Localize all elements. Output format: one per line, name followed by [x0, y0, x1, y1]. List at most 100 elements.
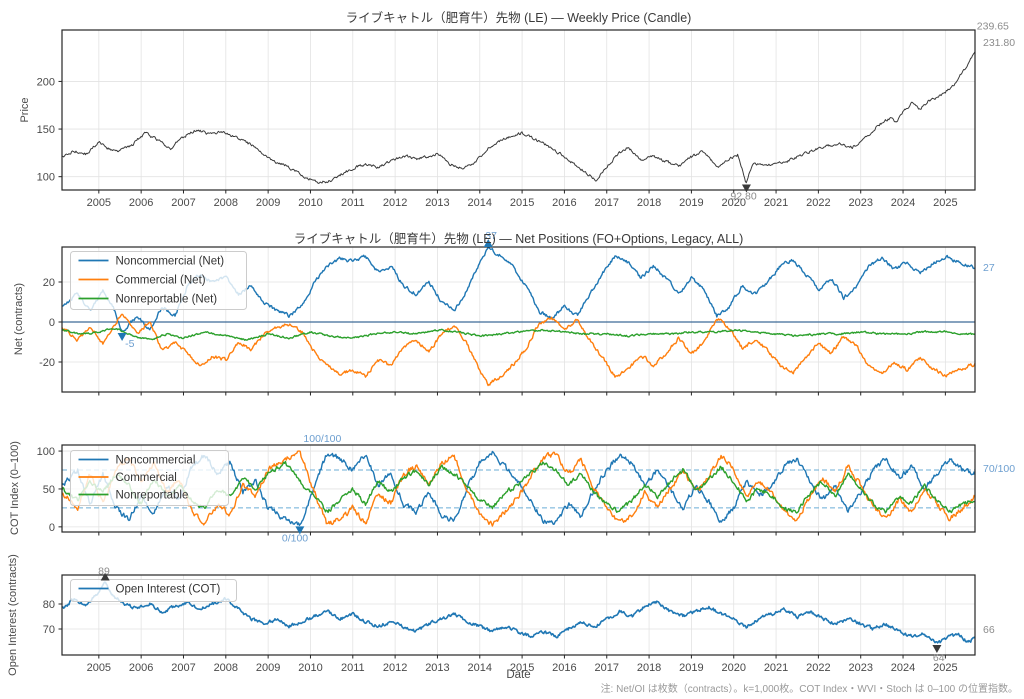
- x-tick-label: 2019: [679, 662, 703, 674]
- net-panel-title: ライブキャトル（肥育牛）先物 (LE) — Net Positions (FO+…: [293, 232, 744, 246]
- x-tick-label: 2011: [341, 662, 365, 674]
- x-tick-label: 2021: [764, 197, 788, 209]
- x-tick-label: 2012: [383, 662, 407, 674]
- x-tick-label: 2018: [637, 197, 661, 209]
- x-tick-label: 2007: [171, 662, 195, 674]
- annotation-text: 70/100: [983, 463, 1015, 475]
- price-y-axis-label: Price: [19, 97, 31, 123]
- annotation-marker-down: [117, 333, 127, 341]
- y-tick-label: 50: [43, 484, 55, 496]
- commercial-line: [61, 450, 976, 527]
- legend-box: [70, 450, 229, 506]
- x-tick-label: 2012: [383, 197, 407, 209]
- annotation-marker-up: [483, 239, 493, 247]
- footer-note: 注: Net/OI は枚数（contracts）。k=1,000枚。COT In…: [600, 684, 1018, 695]
- x-tick-label: 2005: [87, 662, 111, 674]
- y-tick-label: -20: [39, 357, 55, 369]
- axes-frame: [61, 574, 976, 656]
- annotation-text: 92.80: [730, 191, 756, 203]
- annotation-marker-down: [932, 645, 942, 653]
- annotation-text: 231.80: [983, 37, 1015, 49]
- x-tick-label: 2008: [214, 197, 238, 209]
- x-tick-label: 2014: [468, 662, 492, 674]
- y-tick-label: 70: [43, 624, 55, 636]
- open-interest-panel: 70 80 2005 2006 2007 2008 2009 2010 2011 2012 2013…: [43, 566, 995, 675]
- cot-index-y-axis-label: COT Index (0–100): [9, 441, 21, 535]
- y-tick-label: 150: [37, 124, 55, 136]
- annotation-text: 37: [485, 230, 497, 242]
- y-tick-label: 200: [37, 76, 55, 88]
- legend-label-open-interest-cot: Open Interest (COT): [116, 584, 221, 596]
- axes-frame: [61, 246, 976, 393]
- open-interest-cot-line: [61, 581, 976, 644]
- annotation-marker-down: [741, 184, 751, 193]
- x-tick-label: 2007: [171, 197, 195, 209]
- x-tick-label: 2015: [510, 662, 534, 674]
- legend-label-noncommercial-net: Noncommercial (Net): [116, 256, 225, 268]
- x-tick-label: 2006: [129, 197, 153, 209]
- x-tick-label: 2025: [933, 197, 957, 209]
- y-tick-label: 100: [37, 172, 55, 184]
- x-tick-label: 2024: [891, 662, 915, 674]
- price-line: [61, 51, 976, 184]
- x-tick-label: 2009: [256, 662, 280, 674]
- legend-box: [70, 579, 237, 602]
- commercial-net-line: [61, 313, 976, 387]
- cot-index-panel: 0 50 100 Noncommercial Commercial Nonreportab…: [37, 433, 1016, 544]
- x-tick-label: 2008: [214, 662, 238, 674]
- open-interest-y-axis-label: Open Interest (contracts): [7, 554, 19, 676]
- x-tick-label: 2023: [848, 662, 872, 674]
- price-panel-title: ライブキャトル（肥育牛）先物 (LE) — Weekly Price (Cand…: [345, 11, 692, 25]
- x-tick-label: 2025: [933, 662, 957, 674]
- net-positions-panel: -20 0 20 Noncommercial (Net) Commercial (Net…: [39, 230, 995, 396]
- x-tick-label: 2019: [679, 197, 703, 209]
- x-tick-label: 2015: [510, 197, 534, 209]
- legend-label-nonreportable-net: Nonreportable (Net): [116, 294, 218, 306]
- x-tick-label: 2014: [468, 197, 492, 209]
- y-tick-label: 0: [49, 317, 55, 329]
- legend-label-nonreportable: Nonreportable: [116, 490, 189, 502]
- x-tick-label: 2016: [552, 662, 576, 674]
- x-tick-label: 2013: [425, 662, 449, 674]
- annotation-marker-up: [100, 572, 110, 581]
- y-tick-label: 0: [49, 522, 55, 534]
- x-tick-label: 2009: [256, 197, 280, 209]
- x-tick-label: 2020: [721, 197, 745, 209]
- legend-box: [70, 251, 247, 310]
- annotation-text: 89: [98, 566, 110, 578]
- price-panel: 100 150 200 2005 2006 2007 2008 2009 2010 2011 201…: [37, 21, 1016, 209]
- annotation-text: 239.65: [977, 21, 1009, 33]
- date-x-axis-label: Date: [506, 669, 531, 681]
- axes-frame: [61, 29, 976, 191]
- x-tick-label: 2016: [552, 197, 576, 209]
- x-tick-label: 2017: [595, 662, 619, 674]
- x-tick-label: 2013: [425, 197, 449, 209]
- x-tick-label: 2021: [764, 662, 788, 674]
- x-tick-label: 2023: [848, 197, 872, 209]
- legend-label-noncommercial: Noncommercial: [116, 455, 196, 467]
- y-tick-label: 80: [43, 599, 55, 611]
- x-tick-label: 2011: [341, 197, 365, 209]
- x-tick-label: 2010: [298, 197, 322, 209]
- x-tick-label: 2006: [129, 662, 153, 674]
- x-tick-label: 2020: [721, 662, 745, 674]
- legend-label-commercial: Commercial: [116, 472, 177, 484]
- x-tick-label: 2024: [891, 197, 915, 209]
- annotation-text: 0/100: [282, 532, 308, 544]
- x-tick-label: 2018: [637, 662, 661, 674]
- annotation-marker-down: [295, 526, 305, 535]
- x-tick-label: 2005: [87, 197, 111, 209]
- y-tick-label: 20: [43, 277, 55, 289]
- legend-label-commercial-net: Commercial (Net): [116, 275, 206, 287]
- annotation-text: 64: [933, 652, 945, 664]
- annotation-text: -5: [125, 338, 134, 350]
- nonreportable-net-line: [61, 328, 976, 341]
- x-tick-label: 2022: [806, 662, 830, 674]
- y-tick-label: 100: [37, 446, 55, 458]
- x-tick-label: 2022: [806, 197, 830, 209]
- x-tick-label: 2010: [298, 662, 322, 674]
- annotation-text: 100/100: [303, 433, 341, 445]
- annotation-text: 66: [983, 624, 995, 636]
